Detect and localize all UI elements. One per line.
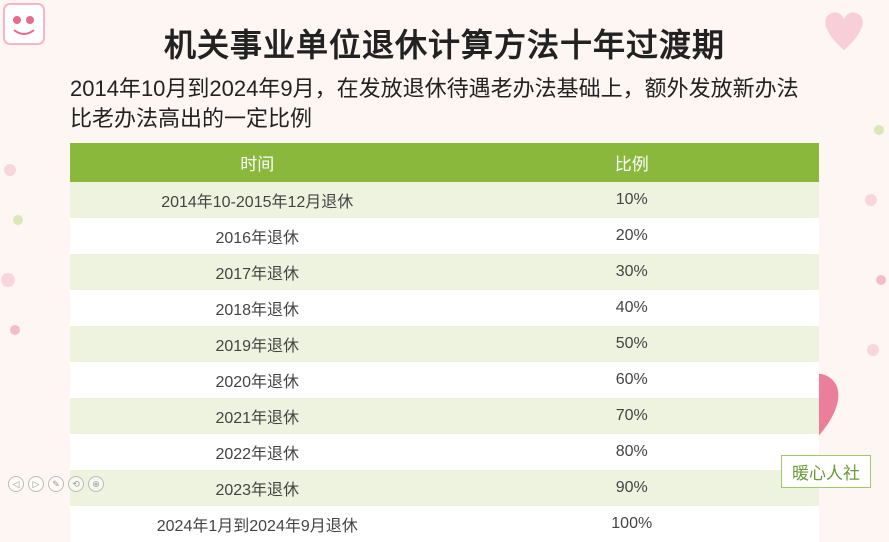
table-row: 2023年退休90% [70,470,819,506]
nav-pen-icon[interactable]: ✎ [48,476,64,492]
slide-nav-controls: ◁ ▷ ✎ ⟲ ⊕ [8,476,104,492]
table-row: 2020年退休60% [70,362,819,398]
table-cell-ratio: 100% [445,506,820,542]
table-row: 2024年1月到2024年9月退休100% [70,506,819,542]
nav-prev-icon[interactable]: ◁ [8,476,24,492]
nav-refresh-icon[interactable]: ⟲ [68,476,84,492]
page-title: 机关事业单位退休计算方法十年过渡期 [70,20,819,66]
nav-zoom-icon[interactable]: ⊕ [88,476,104,492]
table-cell-time: 2019年退休 [70,326,445,362]
table-row: 2019年退休50% [70,326,819,362]
table-row: 2018年退休40% [70,290,819,326]
slide-content: 机关事业单位退休计算方法十年过渡期 2014年10月到2024年9月，在发放退休… [0,0,889,542]
table-cell-time: 2024年1月到2024年9月退休 [70,506,445,542]
table-cell-time: 2021年退休 [70,398,445,434]
table-cell-ratio: 10% [445,182,820,218]
table-row: 2017年退休30% [70,254,819,290]
table-cell-time: 2022年退休 [70,434,445,470]
table-cell-ratio: 90% [445,470,820,506]
table-cell-time: 2016年退休 [70,218,445,254]
page-subtitle: 2014年10月到2024年9月，在发放退休待遇老办法基础上，额外发放新办法比老… [70,74,819,133]
table-cell-ratio: 30% [445,254,820,290]
table-row: 2016年退休20% [70,218,819,254]
table-cell-ratio: 20% [445,218,820,254]
watermark-label: 暖心人社 [781,455,871,488]
table-cell-time: 2023年退休 [70,470,445,506]
table-cell-time: 2014年10-2015年12月退休 [70,182,445,218]
table-cell-ratio: 40% [445,290,820,326]
table-header-time: 时间 [70,143,445,182]
table-row: 2021年退休70% [70,398,819,434]
table-cell-ratio: 50% [445,326,820,362]
ratio-table: 时间 比例 2014年10-2015年12月退休10%2016年退休20%201… [70,143,819,542]
table-cell-ratio: 60% [445,362,820,398]
table-cell-time: 2020年退休 [70,362,445,398]
table-row: 2022年退休80% [70,434,819,470]
table-header-ratio: 比例 [445,143,820,182]
table-header-row: 时间 比例 [70,143,819,182]
table-cell-ratio: 70% [445,398,820,434]
table-row: 2014年10-2015年12月退休10% [70,182,819,218]
table-cell-time: 2018年退休 [70,290,445,326]
nav-next-icon[interactable]: ▷ [28,476,44,492]
table-cell-time: 2017年退休 [70,254,445,290]
table-cell-ratio: 80% [445,434,820,470]
